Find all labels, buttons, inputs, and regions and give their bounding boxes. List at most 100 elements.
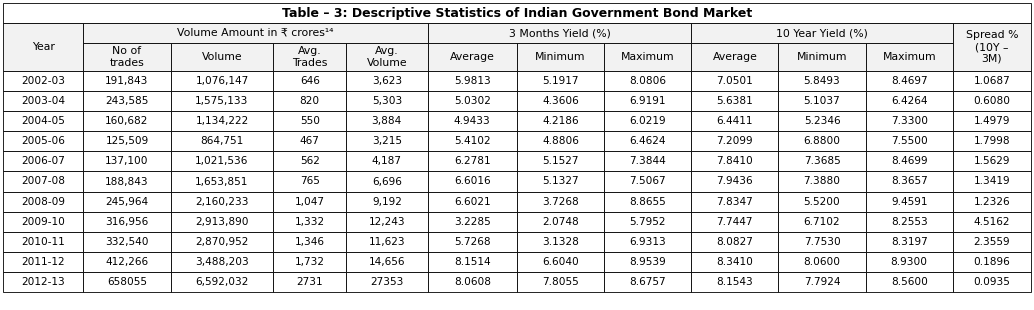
Text: 8.1543: 8.1543	[717, 277, 753, 287]
Text: Average: Average	[450, 52, 494, 62]
Bar	[346, 212, 428, 232]
Bar	[692, 272, 779, 292]
Text: 3,623: 3,623	[372, 76, 402, 86]
Text: 0.6080: 0.6080	[973, 96, 1010, 106]
Bar	[171, 192, 273, 212]
Text: 6.4411: 6.4411	[717, 116, 753, 126]
Bar	[428, 212, 517, 232]
Text: 6.6016: 6.6016	[454, 176, 490, 187]
Bar	[517, 272, 604, 292]
Bar	[273, 252, 346, 272]
Bar	[84, 192, 171, 212]
Text: 2009-10: 2009-10	[22, 217, 65, 227]
Text: 5.1037: 5.1037	[803, 96, 841, 106]
Bar	[3, 3, 1031, 23]
Bar	[779, 91, 865, 111]
Bar	[3, 212, 84, 232]
Text: Maximum: Maximum	[882, 52, 936, 62]
Text: 1,732: 1,732	[295, 257, 325, 267]
Text: 7.5500: 7.5500	[891, 136, 927, 146]
Bar	[428, 192, 517, 212]
Bar	[3, 111, 84, 131]
Text: 0.0935: 0.0935	[973, 277, 1010, 287]
Text: 2002-03: 2002-03	[22, 76, 65, 86]
Bar	[952, 212, 1031, 232]
Bar	[604, 111, 692, 131]
Text: 332,540: 332,540	[105, 237, 149, 247]
Bar	[952, 252, 1031, 272]
Text: 6,696: 6,696	[372, 176, 402, 187]
Text: 7.3300: 7.3300	[890, 116, 927, 126]
Bar	[952, 232, 1031, 252]
Text: 10 Year Yield (%): 10 Year Yield (%)	[777, 28, 868, 38]
Text: 2008-09: 2008-09	[22, 197, 65, 206]
Bar	[171, 272, 273, 292]
Text: 5.1327: 5.1327	[542, 176, 579, 187]
Bar	[273, 212, 346, 232]
Text: 6.0219: 6.0219	[630, 116, 666, 126]
Text: 5,303: 5,303	[371, 96, 402, 106]
Text: 864,751: 864,751	[201, 136, 244, 146]
Text: 12,243: 12,243	[368, 217, 405, 227]
Bar	[692, 131, 779, 151]
Bar	[3, 23, 84, 71]
Text: 1,021,536: 1,021,536	[195, 157, 249, 166]
Bar	[171, 71, 273, 91]
Text: 6.4624: 6.4624	[630, 136, 666, 146]
Bar	[171, 43, 273, 71]
Text: 765: 765	[300, 176, 320, 187]
Text: 6.6021: 6.6021	[454, 197, 490, 206]
Text: 188,843: 188,843	[105, 176, 149, 187]
Bar	[779, 131, 865, 151]
Text: 3,884: 3,884	[371, 116, 402, 126]
Bar	[604, 212, 692, 232]
Text: 7.8347: 7.8347	[717, 197, 753, 206]
Bar	[517, 71, 604, 91]
Text: 4.3606: 4.3606	[542, 96, 579, 106]
Bar	[171, 232, 273, 252]
Bar	[346, 71, 428, 91]
Bar	[171, 252, 273, 272]
Text: 2010-11: 2010-11	[22, 237, 65, 247]
Bar	[952, 272, 1031, 292]
Bar	[171, 91, 273, 111]
Bar	[865, 131, 952, 151]
Bar	[84, 151, 171, 171]
Text: Table – 3: Descriptive Statistics of Indian Government Bond Market: Table – 3: Descriptive Statistics of Ind…	[282, 7, 752, 20]
Bar	[952, 23, 1031, 71]
Bar	[428, 151, 517, 171]
Bar	[779, 232, 865, 252]
Text: 7.3685: 7.3685	[803, 157, 841, 166]
Text: 27353: 27353	[370, 277, 403, 287]
Text: 5.5200: 5.5200	[803, 197, 841, 206]
Bar	[273, 232, 346, 252]
Text: 8.4697: 8.4697	[891, 76, 927, 86]
Bar	[604, 131, 692, 151]
Bar	[779, 252, 865, 272]
Text: 1.3419: 1.3419	[974, 176, 1010, 187]
Bar	[604, 252, 692, 272]
Bar	[692, 91, 779, 111]
Bar	[428, 43, 517, 71]
Bar	[428, 272, 517, 292]
Bar	[779, 111, 865, 131]
Bar	[428, 23, 692, 43]
Bar	[952, 111, 1031, 131]
Bar	[692, 192, 779, 212]
Text: 7.7924: 7.7924	[803, 277, 841, 287]
Text: 316,956: 316,956	[105, 217, 149, 227]
Bar	[346, 252, 428, 272]
Text: 7.3880: 7.3880	[803, 176, 841, 187]
Text: 11,623: 11,623	[368, 237, 405, 247]
Text: 2,870,952: 2,870,952	[195, 237, 249, 247]
Bar	[779, 272, 865, 292]
Text: Spread %
(10Y –
3M): Spread % (10Y – 3M)	[966, 30, 1018, 64]
Text: 125,509: 125,509	[105, 136, 149, 146]
Text: 5.7268: 5.7268	[454, 237, 490, 247]
Bar	[84, 131, 171, 151]
Bar	[952, 71, 1031, 91]
Text: 7.5067: 7.5067	[630, 176, 666, 187]
Text: 8.4699: 8.4699	[891, 157, 927, 166]
Text: 8.1514: 8.1514	[454, 257, 490, 267]
Text: 7.8055: 7.8055	[542, 277, 579, 287]
